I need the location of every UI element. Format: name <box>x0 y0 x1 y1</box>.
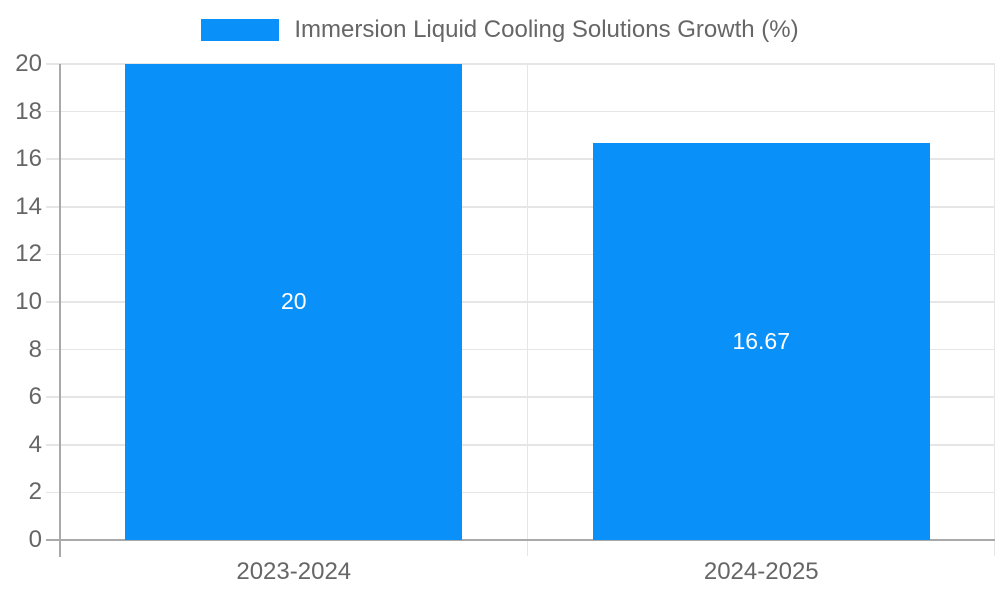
y-axis-line <box>59 64 61 557</box>
y-tick-label: 12 <box>15 240 42 268</box>
y-tick-mark <box>46 491 60 494</box>
y-tick-label: 2 <box>28 478 42 506</box>
y-tick-mark <box>46 253 60 256</box>
y-tick-label: 10 <box>15 288 42 315</box>
x-tick-label: 2023-2024 <box>236 558 352 585</box>
x-tick-mark <box>526 541 529 556</box>
y-tick-mark <box>46 301 60 303</box>
x-tick-label: 2024-2025 <box>703 558 819 585</box>
gridline-vertical <box>526 64 529 540</box>
y-tick-label: 8 <box>28 335 42 363</box>
x-tick-mark <box>993 541 995 556</box>
y-tick-mark <box>46 396 60 398</box>
bar-value-label: 20 <box>280 288 307 314</box>
bar-value-label: 16.67 <box>732 327 791 354</box>
legend-label: Immersion Liquid Cooling Solutions Growt… <box>294 16 799 43</box>
y-tick-label: 16 <box>15 145 42 173</box>
y-tick-mark <box>46 63 60 65</box>
x-axis-line <box>46 539 995 541</box>
y-tick-mark <box>46 206 60 208</box>
bar[interactable]: 16.67 <box>592 143 930 540</box>
bar[interactable]: 20 <box>125 64 463 540</box>
y-tick-label: 14 <box>15 192 42 220</box>
y-tick-mark <box>46 158 60 160</box>
y-tick-mark <box>46 110 60 113</box>
y-tick-mark <box>46 348 60 351</box>
y-tick-mark <box>46 444 60 446</box>
y-tick-label: 6 <box>28 383 42 411</box>
gridline-vertical <box>993 64 995 540</box>
y-tick-label: 4 <box>28 430 42 458</box>
legend[interactable]: Immersion Liquid Cooling Solutions Growt… <box>0 16 1000 44</box>
legend-swatch-icon <box>201 19 280 41</box>
y-tick-label: 0 <box>28 526 42 553</box>
y-tick-label: 18 <box>15 97 42 125</box>
y-tick-label: 20 <box>15 50 42 77</box>
